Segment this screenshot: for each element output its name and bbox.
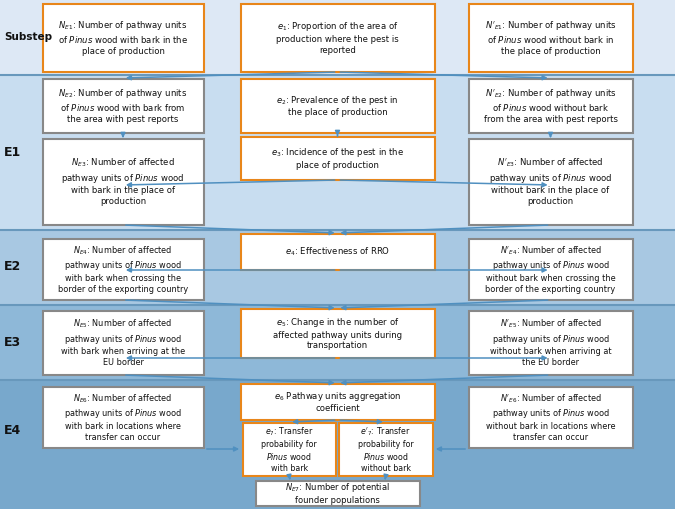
Text: $N'_{E1}$: Number of pathway units
of $Pinus$ wood without bark in
the place of : $N'_{E1}$: Number of pathway units of $P…	[485, 19, 616, 56]
FancyBboxPatch shape	[240, 78, 435, 132]
Text: $e_2$: Prevalence of the pest in
the place of production: $e_2$: Prevalence of the pest in the pla…	[276, 94, 399, 118]
Text: $N_{E2}$: Number of pathway units
of $Pinus$ wood with bark from
the area with p: $N_{E2}$: Number of pathway units of $Pi…	[59, 87, 188, 124]
FancyBboxPatch shape	[242, 422, 336, 475]
Bar	[0, 230, 675, 305]
FancyBboxPatch shape	[468, 4, 632, 71]
Text: E1: E1	[4, 146, 21, 158]
Text: E2: E2	[4, 261, 21, 273]
Text: $N_{E7}$: Number of potential
founder populations: $N_{E7}$: Number of potential founder po…	[285, 481, 390, 505]
Text: $N'_{E3}$: Number of affected
pathway units of $Pinus$ wood
without bark in the : $N'_{E3}$: Number of affected pathway un…	[489, 157, 612, 206]
FancyBboxPatch shape	[240, 234, 435, 269]
Text: $N_{E6}$: Number of affected
pathway units of $Pinus$ wood
with bark in location: $N_{E6}$: Number of affected pathway uni…	[64, 392, 182, 442]
FancyBboxPatch shape	[256, 480, 419, 505]
Text: Substep: Substep	[4, 32, 52, 42]
Text: $N'_{E2}$: Number of pathway units
of $Pinus$ wood without bark
from the area wi: $N'_{E2}$: Number of pathway units of $P…	[483, 87, 618, 124]
FancyBboxPatch shape	[240, 383, 435, 419]
FancyBboxPatch shape	[43, 4, 203, 71]
FancyBboxPatch shape	[240, 136, 435, 180]
Text: $N'_{E4}$: Number of affected
pathway units of $Pinus$ wood
without bark when cr: $N'_{E4}$: Number of affected pathway un…	[485, 244, 616, 294]
Bar	[0, 305, 675, 380]
Text: $N_{E4}$: Number of affected
pathway units of $Pinus$ wood
with bark when crossi: $N_{E4}$: Number of affected pathway uni…	[58, 244, 188, 294]
Text: E4: E4	[4, 423, 21, 437]
FancyBboxPatch shape	[468, 239, 632, 299]
Text: $e_5$: Change in the number of
affected pathway units during
transportation: $e_5$: Change in the number of affected …	[273, 316, 402, 350]
Text: $N_{E1}$: Number of pathway units
of $Pinus$ wood with bark in the
place of prod: $N_{E1}$: Number of pathway units of $Pi…	[58, 19, 188, 56]
FancyBboxPatch shape	[43, 239, 203, 299]
Text: $N_{E3}$: Number of affected
pathway units of $Pinus$ wood
with bark in the plac: $N_{E3}$: Number of affected pathway uni…	[61, 157, 184, 206]
FancyBboxPatch shape	[43, 138, 203, 224]
FancyBboxPatch shape	[240, 308, 435, 357]
Text: E3: E3	[4, 335, 21, 349]
Text: $N'_{E5}$: Number of affected
pathway units of $Pinus$ wood
without bark when ar: $N'_{E5}$: Number of affected pathway un…	[489, 318, 612, 367]
Text: $e_1$: Proportion of the area of
production where the pest is
reported: $e_1$: Proportion of the area of product…	[276, 20, 399, 55]
Text: $e_4$: Effectiveness of RRO: $e_4$: Effectiveness of RRO	[285, 245, 390, 258]
Text: $e'_7$: Transfer
probability for
$Pinus$ wood
without bark: $e'_7$: Transfer probability for $Pinus$…	[358, 426, 414, 473]
Bar	[0, 0, 675, 75]
FancyBboxPatch shape	[240, 4, 435, 71]
Text: $N_{E5}$: Number of affected
pathway units of $Pinus$ wood
with bark when arrivi: $N_{E5}$: Number of affected pathway uni…	[61, 318, 185, 367]
FancyBboxPatch shape	[468, 386, 632, 447]
FancyBboxPatch shape	[339, 422, 433, 475]
FancyBboxPatch shape	[43, 78, 203, 132]
Text: $e_6$ Pathway units aggregation
coefficient: $e_6$ Pathway units aggregation coeffici…	[274, 389, 401, 413]
Text: $e_3$: Incidence of the pest in the
place of production: $e_3$: Incidence of the pest in the plac…	[271, 146, 404, 170]
FancyBboxPatch shape	[43, 386, 203, 447]
Bar	[0, 380, 675, 509]
FancyBboxPatch shape	[43, 310, 203, 375]
Bar	[0, 75, 675, 230]
FancyBboxPatch shape	[468, 310, 632, 375]
FancyBboxPatch shape	[468, 78, 632, 132]
Text: $e_7$: Transfer
probability for
$Pinus$ wood
with bark: $e_7$: Transfer probability for $Pinus$ …	[261, 426, 317, 473]
FancyBboxPatch shape	[468, 138, 632, 224]
Text: $N'_{E6}$: Number of affected
pathway units of $Pinus$ wood
without bark in loca: $N'_{E6}$: Number of affected pathway un…	[486, 392, 615, 442]
